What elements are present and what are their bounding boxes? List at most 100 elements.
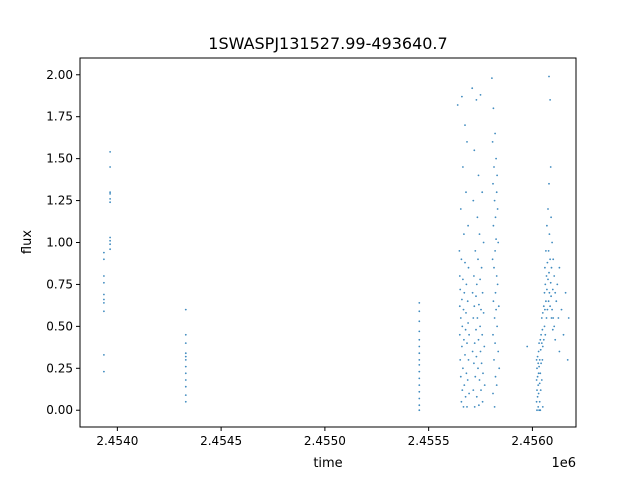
data-point	[184, 400, 187, 403]
data-point	[477, 174, 480, 177]
data-point	[418, 397, 421, 400]
data-point	[540, 333, 542, 336]
data-point	[550, 295, 552, 298]
data-point	[418, 404, 421, 407]
data-point	[462, 166, 464, 168]
data-point	[548, 75, 550, 78]
data-point	[492, 224, 495, 227]
y-tick-label: 1.25	[46, 194, 73, 208]
data-point	[465, 191, 467, 194]
data-point	[103, 293, 105, 296]
data-point	[458, 250, 461, 252]
data-point	[536, 375, 539, 378]
x-tick-label: 2.4550	[304, 434, 346, 448]
data-point	[461, 325, 464, 328]
data-point	[496, 283, 499, 286]
data-point	[459, 375, 462, 378]
chart-title: 1SWASPJ131527.99-493640.7	[208, 34, 447, 53]
y-tick-label: 0.50	[46, 319, 73, 333]
data-point	[494, 216, 497, 219]
data-point	[184, 359, 187, 361]
data-point	[537, 350, 540, 353]
data-point	[498, 367, 501, 370]
data-point	[459, 359, 462, 361]
data-point	[480, 362, 483, 365]
data-point	[475, 99, 478, 101]
data-point	[535, 379, 538, 381]
data-point	[544, 283, 547, 286]
data-point	[548, 182, 550, 185]
data-point	[539, 389, 542, 391]
data-point	[418, 409, 421, 412]
data-point	[462, 406, 465, 408]
data-point	[472, 389, 475, 391]
data-point	[547, 300, 550, 303]
data-point	[184, 372, 187, 375]
x-axis-label: time	[313, 456, 342, 471]
data-point	[544, 266, 546, 269]
data-point	[566, 359, 569, 361]
data-point	[537, 372, 540, 375]
data-point	[491, 141, 494, 143]
data-point	[465, 372, 468, 375]
data-point	[545, 275, 548, 277]
data-point	[467, 266, 470, 269]
data-point	[475, 355, 478, 358]
data-point	[464, 261, 466, 264]
y-axis-label: flux	[20, 230, 35, 254]
data-point	[493, 317, 496, 319]
data-point	[482, 241, 485, 244]
data-point	[463, 291, 466, 294]
data-point	[554, 291, 557, 294]
data-point	[492, 182, 494, 185]
data-point	[495, 384, 498, 386]
data-point	[538, 400, 541, 403]
data-point	[492, 333, 494, 336]
data-point	[538, 359, 541, 361]
data-point	[477, 258, 479, 261]
data-point	[464, 328, 467, 331]
data-point	[541, 312, 544, 314]
data-point	[418, 330, 421, 333]
data-point	[558, 266, 561, 269]
data-point	[479, 94, 482, 96]
data-point	[557, 317, 560, 319]
data-point	[109, 243, 111, 246]
data-point	[541, 359, 544, 361]
data-point	[536, 367, 538, 370]
data-point	[466, 342, 468, 344]
data-point	[103, 354, 105, 356]
data-point	[471, 350, 474, 353]
data-point	[549, 258, 551, 261]
data-point	[462, 308, 465, 311]
data-point	[494, 291, 497, 294]
data-point	[558, 350, 561, 353]
data-point	[184, 342, 187, 344]
y-tick-label: 1.50	[46, 152, 73, 166]
data-point	[545, 300, 547, 303]
data-point	[536, 395, 539, 398]
data-point	[459, 208, 462, 210]
data-point	[494, 342, 496, 344]
data-point	[472, 317, 475, 319]
data-point	[551, 241, 553, 244]
data-point	[460, 258, 463, 261]
x-axis-offset-label: 1e6	[551, 456, 576, 471]
data-point	[418, 364, 421, 366]
data-points	[103, 75, 570, 412]
data-point	[526, 345, 529, 348]
data-point	[474, 250, 477, 252]
data-point	[493, 199, 496, 202]
data-point	[478, 404, 480, 407]
data-point	[468, 333, 470, 336]
data-point	[184, 385, 187, 388]
data-point	[475, 295, 477, 298]
data-point	[483, 384, 486, 386]
data-point	[540, 379, 543, 381]
data-point	[103, 310, 105, 313]
data-point	[109, 166, 111, 168]
data-point	[458, 275, 461, 277]
data-point	[476, 317, 479, 319]
data-point	[547, 208, 549, 210]
data-point	[103, 281, 105, 284]
